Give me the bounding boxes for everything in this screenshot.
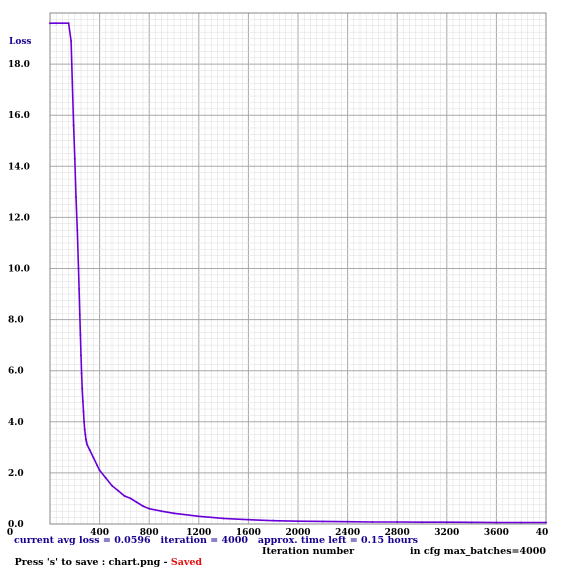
y-axis-label: Loss bbox=[9, 37, 31, 47]
loss-line bbox=[50, 22, 546, 524]
y-axis-ticks: 0.0 2.0 4.0 6.0 8.0 10.0 12.0 14.0 16.0 18.0 bbox=[8, 60, 30, 530]
y-tick-label: 14.0 bbox=[8, 162, 30, 172]
loss-point bbox=[247, 518, 250, 521]
loss-point bbox=[197, 515, 200, 518]
loss-point bbox=[104, 477, 107, 480]
y-tick-label: 0.0 bbox=[8, 520, 24, 530]
y-tick-label: 12.0 bbox=[8, 213, 30, 223]
loss-point bbox=[98, 469, 101, 472]
x-axis-ticks: 0 400 800 1200 1600 2000 2400 2800 3200 3600 40 bbox=[7, 528, 548, 538]
loss-point bbox=[79, 333, 82, 336]
loss-point bbox=[495, 521, 498, 524]
x-tick-label: 2000 bbox=[285, 528, 310, 538]
loss-point bbox=[160, 510, 163, 513]
loss-point bbox=[111, 484, 113, 487]
y-tick-label: 2.0 bbox=[8, 469, 24, 479]
loss-point bbox=[222, 517, 225, 520]
grid-lines bbox=[49, 12, 547, 525]
loss-point bbox=[73, 157, 76, 160]
save-hint: Press 's' to save : chart.png - bbox=[14, 557, 171, 568]
cfg-info: in cfg max_batches=4000 bbox=[410, 546, 546, 557]
x-tick-label: 800 bbox=[140, 528, 159, 538]
loss-point bbox=[92, 456, 95, 459]
loss-point bbox=[78, 287, 81, 290]
loss-point bbox=[72, 124, 75, 127]
loss-point bbox=[297, 520, 299, 523]
loss-point bbox=[470, 521, 473, 524]
x-tick-label: 0 bbox=[7, 528, 13, 538]
x-tick-label: 400 bbox=[90, 528, 109, 538]
loss-point bbox=[80, 354, 82, 357]
x-tick-label: 40 bbox=[536, 528, 549, 538]
loss-point bbox=[80, 372, 83, 375]
status-line-1: current avg loss = 0.0596 iteration = 40… bbox=[14, 535, 418, 546]
loss-point bbox=[83, 428, 86, 431]
status-line-2: Press 's' to save : chart.png - Saved bbox=[8, 546, 202, 568]
loss-point bbox=[88, 448, 91, 451]
loss-point bbox=[67, 22, 70, 25]
loss-point bbox=[81, 400, 84, 403]
loss-point bbox=[421, 521, 423, 524]
loss-point bbox=[84, 438, 87, 441]
loss-point bbox=[70, 40, 73, 43]
loss-point bbox=[75, 195, 78, 198]
loss-point bbox=[129, 497, 132, 500]
y-tick-label: 18.0 bbox=[8, 60, 30, 70]
x-tick-label: 2800 bbox=[385, 528, 410, 538]
loss-point bbox=[76, 229, 79, 232]
loss-point bbox=[142, 505, 144, 508]
plot-frame bbox=[49, 12, 547, 525]
y-tick-label: 16.0 bbox=[8, 111, 30, 121]
loss-point bbox=[148, 507, 151, 510]
saved-status: Saved bbox=[170, 557, 203, 568]
loss-series bbox=[49, 22, 547, 524]
loss-point bbox=[520, 521, 523, 524]
x-tick-label: 1600 bbox=[236, 528, 261, 538]
x-tick-label: 3200 bbox=[434, 528, 459, 538]
loss-point bbox=[445, 521, 448, 524]
loss-point bbox=[81, 387, 84, 390]
loss-point bbox=[78, 313, 81, 316]
x-tick-label: 1200 bbox=[186, 528, 211, 538]
loss-chart: 0.02.04.06.08.010.012.014.016.018.0 0 400… bbox=[7, 12, 548, 538]
x-tick-label: 2400 bbox=[335, 528, 360, 538]
loss-point bbox=[77, 267, 80, 270]
y-tick-label: 10.0 bbox=[8, 265, 30, 275]
loss-point bbox=[123, 494, 126, 497]
y-tick-label: 4.0 bbox=[8, 418, 24, 428]
loss-point bbox=[321, 520, 324, 523]
y-tick-label: 6.0 bbox=[8, 367, 24, 377]
loss-point bbox=[55, 22, 58, 25]
loss-point bbox=[86, 443, 89, 446]
loss-point bbox=[85, 441, 88, 444]
loss-point bbox=[117, 489, 120, 492]
loss-point bbox=[346, 520, 349, 523]
x-axis-label: Iteration number bbox=[262, 546, 355, 557]
x-tick-label: 3600 bbox=[484, 528, 509, 538]
loss-point bbox=[545, 521, 547, 524]
loss-point bbox=[82, 410, 85, 413]
loss-point bbox=[83, 420, 86, 423]
loss-point bbox=[61, 22, 64, 25]
y-tick-label: 8.0 bbox=[8, 316, 24, 326]
loss-point bbox=[396, 520, 399, 523]
loss-point bbox=[135, 501, 138, 504]
loss-point bbox=[173, 512, 175, 515]
loss-point bbox=[71, 80, 74, 83]
loss-point bbox=[49, 22, 51, 25]
loss-point bbox=[84, 433, 87, 436]
loss-point bbox=[272, 519, 275, 522]
loss-point bbox=[96, 464, 99, 467]
loss-point bbox=[371, 520, 374, 523]
